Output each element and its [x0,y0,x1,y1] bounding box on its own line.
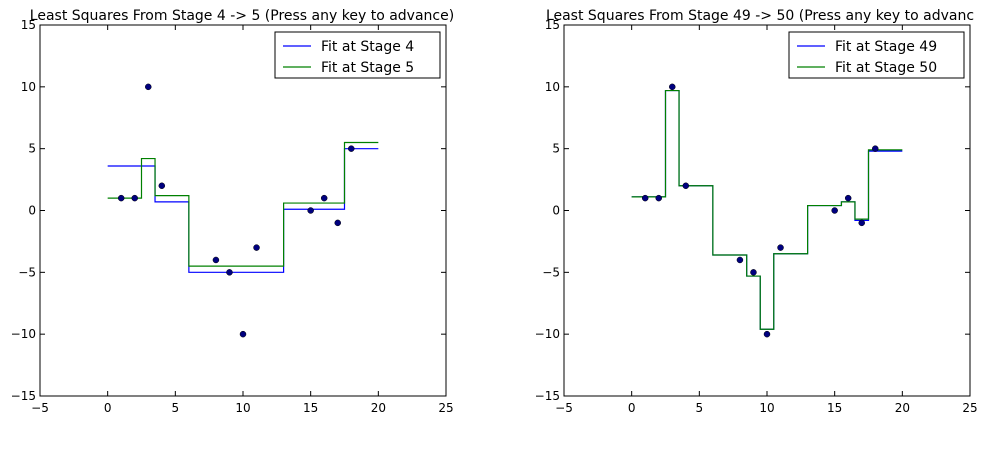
data-point [131,194,138,202]
series-line-previous-fit [107,148,379,273]
x-tick-label: 0 [628,401,636,415]
x-tick-label: 0 [104,401,112,415]
legend-label: Fit at Stage 4 [321,39,414,55]
y-tick-label: −5 [18,265,36,279]
y-tick-label: −10 [535,327,560,341]
x-tick-label: 25 [962,401,977,415]
data-point [239,330,247,338]
chart-title: Least Squares From Stage 4 -> 5 (Press a… [30,8,454,24]
data-point [307,207,314,214]
data-point [655,194,662,202]
x-tick-label: 15 [303,401,318,415]
data-point [872,145,879,152]
data-point [858,219,865,227]
left-panel: Least Squares From Stage 4 -> 5 (Press a… [11,8,455,415]
y-tick-label: 15 [545,18,560,32]
data-point [117,194,125,202]
legend-box [788,31,965,79]
data-point [777,244,784,251]
x-tick-label: 15 [827,401,842,415]
data-point [736,256,744,264]
x-tick-label: 25 [438,401,453,415]
x-tick-label: −5 [555,401,573,415]
data-point [831,207,838,214]
plot-frame [39,24,447,397]
left-plot: −5 0 5 10 15 20 25 −15 −10 −5 0 5 10 15 Fit at Stage 4… [11,18,454,415]
x-tick-label: 5 [696,401,704,415]
x-tick-label: −5 [31,401,49,415]
data-point [145,83,152,91]
data-point [844,194,852,202]
y-tick-label: 5 [552,142,560,156]
y-tick-label: 10 [545,80,560,94]
y-tick-label: −5 [542,265,560,279]
data-point [641,194,649,202]
series-line-previous-fit [631,89,903,330]
data-point [212,256,220,264]
y-tick-label: 0 [552,204,560,218]
series-line-current-fit [631,89,903,330]
data-point [750,269,757,276]
legend-label: Fit at Stage 5 [321,60,414,76]
y-tick-label: 0 [28,204,36,218]
data-point [320,194,328,202]
y-tick-label: 15 [21,18,36,32]
y-tick-label: −15 [11,389,36,403]
data-point [158,182,166,190]
y-tick-label: −10 [11,327,36,341]
data-point [334,219,341,227]
y-tick-label: −15 [535,389,560,403]
legend: Fit at Stage 49 Fit at Stage 50 [788,31,965,79]
x-tick-label: 10 [759,401,774,415]
x-tick-label: 10 [235,401,250,415]
data-point [763,330,771,338]
data-point [253,244,260,251]
plot-frame [563,24,971,397]
x-tick-label: 20 [895,401,910,415]
data-point [348,145,355,152]
y-tick-label: 5 [28,142,36,156]
chart-title: Least Squares From Stage 49 -> 50 (Press… [546,8,974,24]
legend-label: Fit at Stage 50 [835,60,937,76]
y-tick-label: 10 [21,80,36,94]
series-line-current-fit [107,141,379,267]
x-tick-label: 5 [172,401,180,415]
legend-label: Fit at Stage 49 [835,39,937,55]
data-point [682,182,690,190]
legend: Fit at Stage 4 Fit at Stage 5 [274,31,441,79]
legend-box [274,31,441,79]
right-panel: Least Squares From Stage 49 -> 50 (Press… [535,8,978,415]
x-tick-label: 20 [371,401,386,415]
right-plot: −5 0 5 10 15 20 25 −15 −10 −5 0 5 10 15 Fit at Stage 4… [535,18,978,415]
data-point [226,269,233,276]
data-point [669,83,676,91]
